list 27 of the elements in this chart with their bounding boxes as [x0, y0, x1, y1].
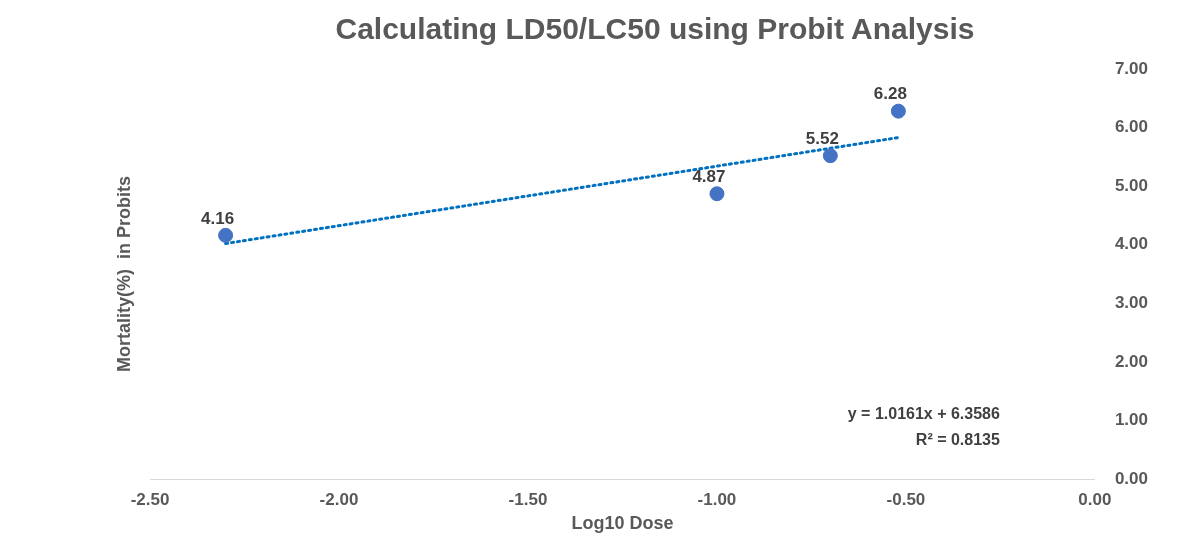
y-tick-label: 2.00	[1114, 351, 1149, 371]
data-label: 4.87	[692, 166, 726, 186]
x-tick-label: -0.50	[886, 489, 926, 509]
x-tick-label: -2.00	[319, 489, 359, 509]
annotation: y = 1.0161x + 6.3586	[847, 405, 1001, 423]
y-tick-label: 7.00	[1114, 58, 1149, 78]
y-tick-label: 0.00	[1114, 468, 1149, 488]
x-axis-title: Log10 Dose	[571, 513, 674, 534]
point	[218, 227, 234, 243]
data-label: 5.52	[805, 128, 839, 148]
x-tick-label: -1.50	[508, 489, 548, 509]
chart-title: Calculating LD50/LC50 using Probit Analysis	[335, 12, 975, 46]
y-tick-label: 5.00	[1114, 175, 1149, 195]
data-label: 4.16	[201, 208, 235, 228]
point	[890, 103, 906, 119]
y-tick-label: 4.00	[1114, 234, 1149, 254]
x-tick-label: -2.50	[130, 489, 170, 509]
point	[709, 186, 725, 202]
x-tick-label: 0.00	[1078, 489, 1112, 509]
y-tick-label: 1.00	[1114, 410, 1149, 430]
annotation: R² = 0.8135	[915, 431, 1001, 449]
data-label: 6.28	[873, 84, 907, 104]
y-axis-title: Mortality(%) in Probits	[113, 175, 134, 373]
y-tick-label: 6.00	[1114, 117, 1149, 137]
y-tick-label: 3.00	[1114, 292, 1149, 312]
point	[822, 148, 838, 164]
x-tick-label: -1.00	[697, 489, 737, 509]
